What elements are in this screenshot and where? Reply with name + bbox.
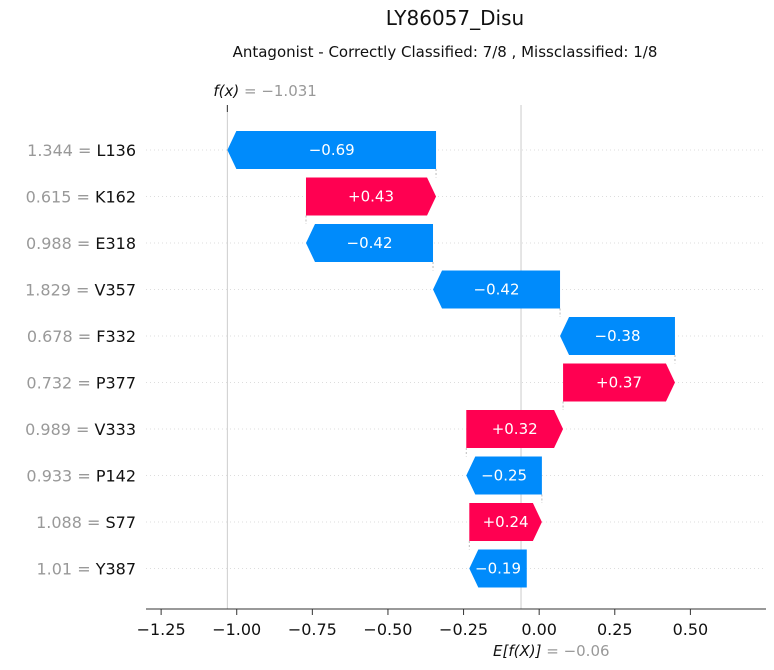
feature-name: V333 bbox=[95, 420, 136, 439]
bar-value-label: −0.25 bbox=[481, 467, 527, 485]
bar-value-label: −0.42 bbox=[474, 281, 520, 299]
fx-value: = −1.031 bbox=[239, 82, 317, 100]
feature-value: 1.344 = bbox=[27, 141, 96, 160]
feature-label: 0.678 = F332 bbox=[27, 327, 136, 346]
negative-bar bbox=[469, 549, 527, 588]
x-tick-label: 0.50 bbox=[673, 620, 709, 639]
feature-label: 1.344 = L136 bbox=[27, 141, 136, 160]
negative-bar bbox=[227, 131, 437, 169]
feature-label: 0.732 = P377 bbox=[26, 374, 136, 393]
feature-value: 0.989 = bbox=[25, 420, 94, 439]
feature-name: S77 bbox=[105, 513, 136, 532]
chart-title: LY86057_Disu bbox=[386, 6, 524, 30]
bar-value-label: +0.37 bbox=[596, 374, 642, 392]
x-tick-label: 0.25 bbox=[597, 620, 633, 639]
bar-value-label: −0.42 bbox=[347, 234, 393, 252]
feature-value: 0.933 = bbox=[26, 467, 95, 486]
feature-value: 0.615 = bbox=[26, 188, 95, 207]
x-tick-label: −0.25 bbox=[439, 620, 488, 639]
x-axis: −1.25 −1.00 −0.75 −0.50 −0.25 0.00 0.25 0.50 bbox=[137, 608, 766, 639]
feature-name: L136 bbox=[97, 141, 136, 160]
x-tick-label: −1.00 bbox=[212, 620, 261, 639]
x-tick-label: −0.50 bbox=[363, 620, 412, 639]
bar-value-label: −0.19 bbox=[475, 560, 521, 578]
feature-label: 0.933 = P142 bbox=[26, 467, 136, 486]
feature-label: 1.01 = Y387 bbox=[36, 560, 136, 579]
chart-subtitle: Antagonist - Correctly Classified: 7/8 ,… bbox=[233, 43, 658, 61]
grid-layer bbox=[146, 105, 766, 609]
negative-bar bbox=[433, 270, 561, 309]
feature-name: Y387 bbox=[95, 560, 136, 579]
bars-layer bbox=[227, 131, 675, 588]
bar-value-label: −0.38 bbox=[595, 327, 641, 345]
positive-bar bbox=[563, 363, 675, 402]
ex-key: E[f(X)] bbox=[493, 642, 542, 660]
x-tick-label: −1.25 bbox=[137, 620, 186, 639]
ex-annotation: E[f(X)] = −0.06 bbox=[493, 642, 610, 660]
positive-bar bbox=[469, 503, 542, 541]
fx-annotation: f(x) = −1.031 bbox=[213, 82, 316, 100]
feature-label: 1.088 = S77 bbox=[36, 513, 136, 532]
positive-bar bbox=[466, 410, 564, 448]
bar-value-label: −0.69 bbox=[309, 141, 355, 159]
negative-bar bbox=[466, 456, 542, 495]
feature-value: 1.088 = bbox=[36, 513, 105, 532]
feature-name: P142 bbox=[96, 467, 136, 486]
ex-value: = −0.06 bbox=[541, 642, 609, 660]
feature-name: E318 bbox=[95, 234, 136, 253]
feature-label: 1.829 = V357 bbox=[25, 281, 136, 300]
feature-name: K162 bbox=[95, 188, 136, 207]
annotations: f(x) = −1.031 E[f(X)] = −0.06 bbox=[213, 82, 609, 660]
feature-value: 1.01 = bbox=[36, 560, 95, 579]
feature-labels: −0.69 1.344 = L136 +0.43 0.615 = K162 −0.42 0… bbox=[25, 141, 642, 579]
feature-name: V357 bbox=[95, 281, 136, 300]
bar-value-label: +0.24 bbox=[483, 513, 529, 531]
bar-value-label: +0.43 bbox=[348, 188, 394, 206]
feature-name: F332 bbox=[96, 327, 136, 346]
bar-value-label: +0.32 bbox=[492, 420, 538, 438]
feature-label: 0.615 = K162 bbox=[26, 188, 136, 207]
feature-value: 0.988 = bbox=[26, 234, 95, 253]
negative-bar bbox=[560, 317, 675, 355]
fx-key: f(x) bbox=[213, 82, 239, 100]
positive-bar bbox=[305, 177, 437, 216]
feature-label: 0.989 = V333 bbox=[25, 420, 136, 439]
feature-value: 0.732 = bbox=[26, 374, 95, 393]
feature-name: P377 bbox=[96, 374, 136, 393]
x-tick-label: 0.00 bbox=[521, 620, 557, 639]
x-tick-label: −0.75 bbox=[288, 620, 337, 639]
feature-label: 0.988 = E318 bbox=[26, 234, 136, 253]
feature-value: 0.678 = bbox=[27, 327, 96, 346]
negative-bar bbox=[305, 224, 434, 262]
feature-value: 1.829 = bbox=[25, 281, 94, 300]
